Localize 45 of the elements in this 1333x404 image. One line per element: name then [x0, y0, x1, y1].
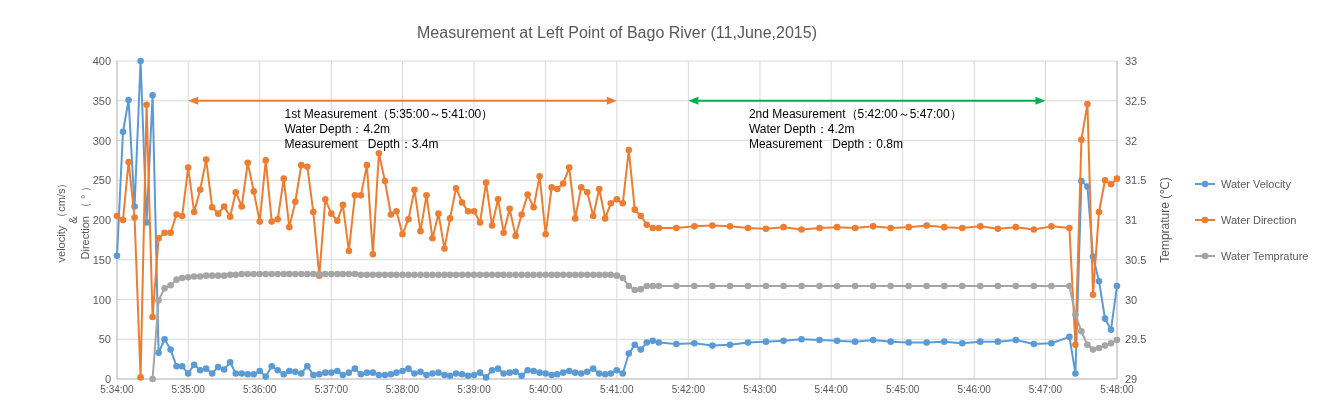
y2-tick-label: 30.5 [1125, 253, 1147, 266]
y2-tick-label: 29.5 [1125, 333, 1147, 346]
chart-title: Measurement at Left Point of Bago River (11,June,2015) [417, 24, 817, 41]
x-tick-label: 5:46:00 [957, 384, 992, 395]
y2-tick-label: 32.5 [1125, 94, 1147, 107]
y-tick-label: 50 [98, 333, 111, 346]
y2-tick-label: 30 [1125, 293, 1138, 306]
x-tick-label: 5:44:00 [814, 384, 849, 395]
annotation: Water Depth：4.2m [748, 121, 855, 136]
x-tick-label: 5:37:00 [314, 384, 349, 395]
x-tick-label: 5:38:00 [385, 384, 420, 395]
x-tick-label: 5:43:00 [743, 384, 778, 395]
y-tick-label: 100 [92, 293, 111, 306]
legend-label: Water Temprature [1221, 250, 1309, 262]
x-tick-label: 5:40:00 [528, 384, 563, 395]
x-tick-label: 5:39:00 [457, 384, 492, 395]
y-tick-label: 400 [92, 55, 111, 67]
x-tick-label: 5:41:00 [600, 384, 634, 395]
x-tick-label: 5:36:00 [243, 384, 277, 395]
x-tick-label: 5:42:00 [671, 384, 706, 395]
annotation: Measurement Depth：0.8m [748, 136, 903, 151]
legend-label: Water Velocity [1221, 178, 1292, 190]
y-tick-label: 250 [92, 174, 111, 187]
annotation: Water Depth：4.2m [284, 121, 391, 136]
y-axis-title: velocity （cm/s） & Direction （ ° ） [55, 177, 91, 263]
y2-tick-label: 29 [1125, 373, 1138, 385]
annotation: 2nd Measurement（5:42:00～5:47:00） [748, 106, 962, 121]
x-tick-label: 5:48:00 [1100, 384, 1135, 395]
y-tick-label: 200 [92, 214, 111, 226]
x-tick-label: 5:35:00 [171, 384, 206, 395]
annotation: 1st Measurement（5:35:00～5:41:00） [284, 106, 494, 121]
y2-tick-label: 31.5 [1125, 174, 1147, 187]
y2-tick-label: 33 [1125, 55, 1138, 67]
y-tick-label: 350 [92, 94, 111, 107]
legend-label: Water Direction [1221, 214, 1297, 226]
y2-tick-label: 32 [1125, 134, 1138, 147]
y2-axis-title: Temprature (℃) [1158, 177, 1172, 263]
y-tick-label: 0 [104, 373, 111, 385]
x-tick-label: 5:45:00 [886, 384, 920, 395]
x-tick-label: 5:34:00 [100, 384, 135, 395]
x-tick-label: 5:47:00 [1028, 384, 1063, 395]
y2-tick-label: 31 [1125, 214, 1138, 226]
y-tick-label: 300 [92, 134, 111, 147]
annotation: Measurement Depth：3.4m [284, 136, 439, 151]
y-tick-label: 150 [92, 253, 111, 266]
